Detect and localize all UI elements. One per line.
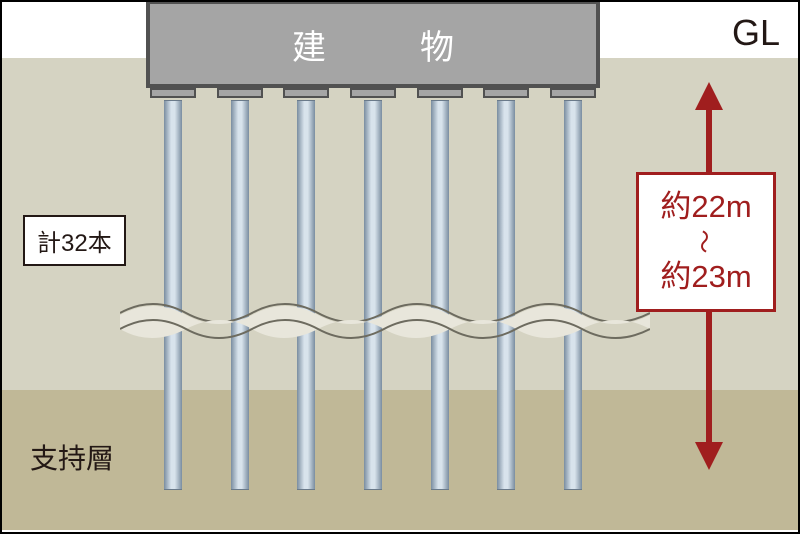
outer-frame — [0, 0, 800, 534]
